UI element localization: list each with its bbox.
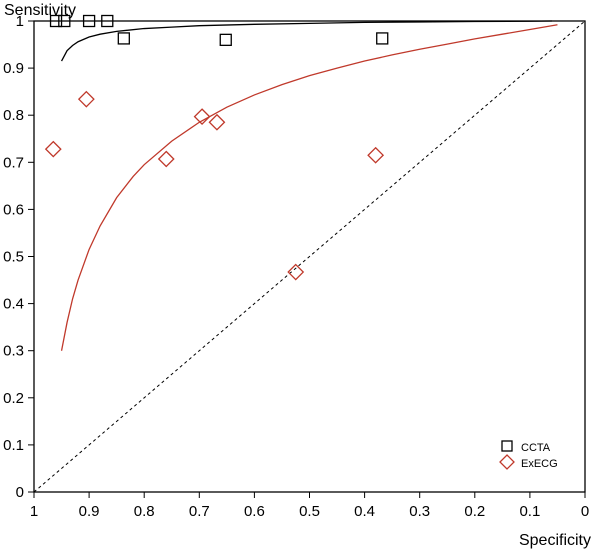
- y-axis-title: Sensitivity: [4, 2, 76, 19]
- data-point-ccta: [117, 32, 130, 45]
- y-tick-label: 0.8: [3, 107, 24, 124]
- plot-area: [33, 20, 586, 493]
- y-tick-label: 0.3: [3, 343, 24, 360]
- diagonal-reference-line: [33, 20, 586, 493]
- data-point-execg: [157, 150, 175, 168]
- sroc-curve-execg: [60, 24, 558, 351]
- x-axis-ticks: 1 0.9 0.8 0.7 0.6 0.5 0.4 0.3 0.2 0.1 0: [30, 492, 589, 520]
- legend-label-execg: ExECG: [521, 458, 558, 470]
- x-axis-title: Specificity: [519, 532, 591, 549]
- y-tick-label: 0.4: [3, 296, 24, 313]
- y-tick-label: 0.5: [3, 249, 24, 266]
- x-tick-label: 0.5: [299, 503, 320, 520]
- legend-diamond-marker: [499, 454, 515, 470]
- x-tick-label: 0.9: [79, 503, 100, 520]
- data-point-execg: [287, 263, 305, 281]
- data-point-ccta: [376, 32, 389, 45]
- x-tick-label: 0: [581, 503, 589, 520]
- y-tick-label: 0.7: [3, 154, 24, 171]
- legend: CCTA ExECG: [499, 440, 558, 470]
- data-point-ccta: [58, 14, 71, 28]
- legend-square-marker: [501, 440, 513, 452]
- y-tick-label: 0.2: [3, 390, 24, 407]
- sroc-curve-ccta: [60, 20, 552, 62]
- data-point-execg: [193, 108, 211, 126]
- data-point-ccta: [101, 14, 114, 28]
- data-point-execg: [367, 146, 385, 164]
- data-point-execg: [208, 113, 226, 131]
- legend-label-ccta: CCTA: [521, 442, 551, 454]
- x-tick-label: 1: [30, 503, 38, 520]
- y-tick-label: 0.1: [3, 437, 24, 454]
- data-point-ccta: [49, 14, 63, 28]
- x-tick-label: 0.4: [354, 503, 375, 520]
- legend-item-ccta: CCTA: [501, 440, 551, 454]
- legend-item-execg: ExECG: [499, 454, 558, 470]
- data-markers: [44, 14, 389, 281]
- x-tick-label: 0.7: [189, 503, 210, 520]
- sroc-curves: [60, 20, 558, 351]
- x-tick-label: 0.6: [244, 503, 265, 520]
- y-tick-label: 1: [16, 13, 24, 30]
- data-point-execg: [77, 90, 95, 108]
- y-tick-label: 0: [16, 484, 24, 501]
- x-tick-label: 0.3: [409, 503, 430, 520]
- data-point-execg: [44, 140, 62, 158]
- x-tick-label: 0.8: [134, 503, 155, 520]
- data-point-ccta: [219, 33, 232, 46]
- y-tick-label: 0.9: [3, 60, 24, 77]
- data-point-ccta: [82, 14, 96, 28]
- y-axis-ticks: 0 0.1 0.2 0.3 0.4 0.5 0.6 0.7 0.8 0.9 1: [3, 13, 34, 501]
- x-tick-label: 0.1: [519, 503, 540, 520]
- x-tick-label: 0.2: [464, 503, 485, 520]
- y-tick-label: 0.6: [3, 201, 24, 218]
